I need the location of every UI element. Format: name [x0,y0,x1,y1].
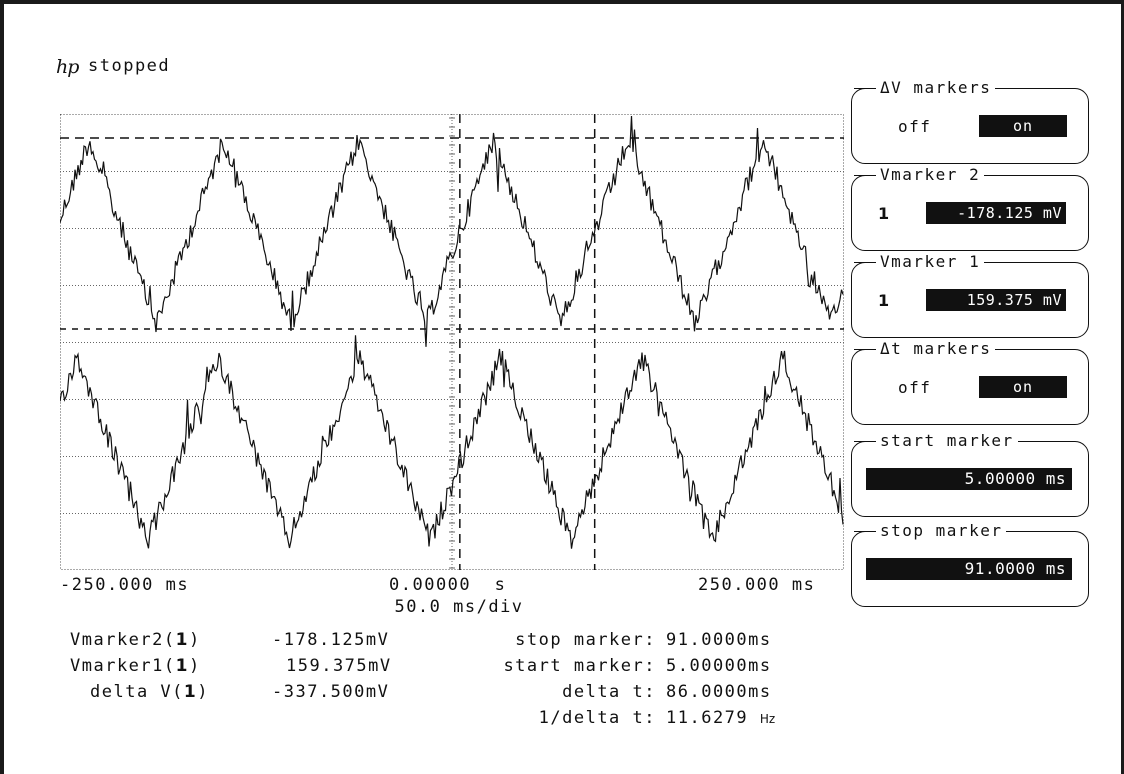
start-marker-title: start marker [854,432,1058,450]
run-status: stopped [88,56,171,76]
hp-logo: hp [56,56,79,78]
delta-v-on-option[interactable]: on [979,115,1067,137]
vmarker2-value[interactable]: -178.125 mV [926,202,1066,224]
readout-delta-t-label: delta t: [562,682,656,702]
readout-delta-t-value: 86.0000ms [666,682,772,702]
delta-v-markers-title: ΔV markers [853,79,1036,97]
vmarker2-softkey[interactable]: Vmarker 2 1 -178.125 mV [851,166,1089,251]
graticule-grid [60,114,844,570]
marker-lines [60,114,844,570]
delta-t-on-option[interactable]: on [979,376,1067,398]
start-marker-value[interactable]: 5.00000 ms [866,468,1072,490]
readout-delta-v-channel: 1 [183,682,198,702]
channel-2-trace [60,335,844,549]
readout-inv-delta-t-value: 11.6279 Hz [666,708,776,728]
delta-t-off-option[interactable]: off [898,378,932,397]
vmarker1-softkey[interactable]: Vmarker 1 1 159.375 mV [851,253,1089,338]
readout-stop-marker-label: stop marker: [515,630,656,650]
start-marker-softkey[interactable]: start marker 5.00000 ms [851,432,1089,517]
vmarker2-channel: 1 [878,204,890,223]
delta-v-markers-softkey[interactable]: ΔV markers off on [851,79,1089,164]
readout-vmarker2-channel: 1 [175,630,189,650]
x-axis-left-label: -250.000 ms [60,575,190,595]
stop-marker-title: stop marker [853,522,1048,540]
readout-delta-v-value: -337.500mV [272,682,390,702]
timebase-label: 50.0 ms/div [394,597,524,617]
x-axis-right-label: 250.000 ms [698,575,816,595]
vmarker1-title: Vmarker 1 [853,253,1025,271]
readout-vmarker1-label: Vmarker1(1) [70,656,201,676]
readout-delta-v-label: delta V(1) [90,682,209,702]
readout-start-marker-value: 5.00000ms [666,656,772,676]
readout-vmarker1-channel: 1 [175,656,189,676]
waveform-display [60,114,844,570]
delta-t-markers-title: Δt markers [853,340,1036,358]
readout-vmarker1-value: 159.375mV [286,656,392,676]
readout-stop-marker-value: 91.0000ms [666,630,772,650]
readout-vmarker2-label: Vmarker2(1) [70,630,201,650]
readout-inv-delta-t-label: 1/delta t: [538,708,656,728]
readout-vmarker2-value: -178.125mV [272,630,390,650]
stop-marker-value[interactable]: 91.0000 ms [866,558,1072,580]
vmarker2-title: Vmarker 2 [853,166,1025,184]
readout-start-marker-label: start marker: [503,656,656,676]
graticule-frame [60,114,844,570]
delta-v-off-option[interactable]: off [898,117,932,136]
vmarker1-value[interactable]: 159.375 mV [926,289,1066,311]
channel-1-trace [60,115,844,347]
delta-t-markers-softkey[interactable]: Δt markers off on [851,340,1089,425]
stop-marker-softkey[interactable]: stop marker 91.0000 ms [851,522,1089,607]
hz-unit: Hz [759,712,776,726]
x-axis-center-label: 0.00000 s [389,575,507,595]
vmarker1-channel: 1 [878,291,890,310]
